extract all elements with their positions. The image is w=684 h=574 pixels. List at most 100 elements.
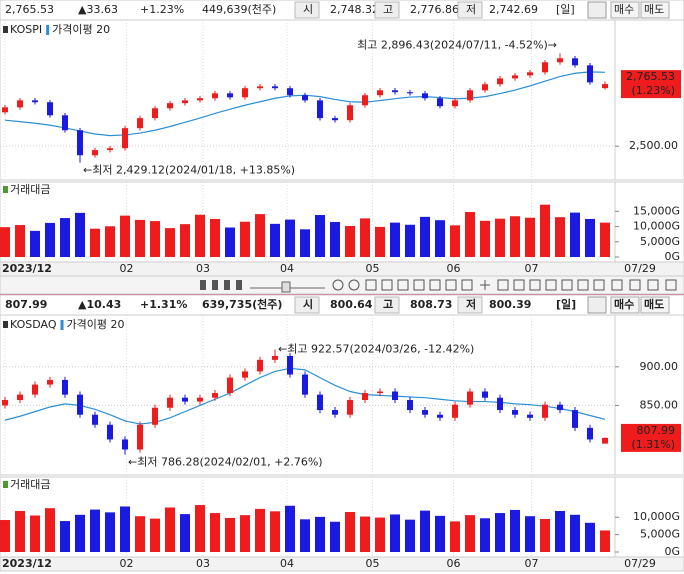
tool-icon[interactable] bbox=[461, 279, 473, 291]
x-tick-label: 07 bbox=[525, 557, 539, 570]
last-price-box bbox=[621, 423, 681, 452]
tool-icon[interactable] bbox=[429, 279, 441, 291]
tool-icon[interactable] bbox=[381, 279, 393, 291]
candle-body bbox=[2, 107, 8, 113]
header-low: 800.39 bbox=[489, 298, 531, 311]
volume-title: 거래대금 bbox=[10, 183, 50, 196]
candle-body bbox=[302, 374, 308, 395]
x-tick-label: 2023/12 bbox=[2, 262, 52, 275]
label-box bbox=[374, 296, 400, 314]
min-annotation: ←최저 2,429.12(2024/01/18, +13.85%) bbox=[83, 164, 295, 177]
candle-body bbox=[137, 118, 143, 129]
candle-body bbox=[62, 115, 68, 131]
volume-bar bbox=[450, 225, 460, 257]
zoom-in[interactable] bbox=[348, 279, 360, 291]
header-sell[interactable]: 매도 bbox=[644, 3, 664, 16]
tool-icon[interactable] bbox=[513, 279, 525, 291]
volume-bar bbox=[135, 516, 145, 552]
volume-bar bbox=[420, 510, 430, 552]
candle-body bbox=[542, 404, 548, 418]
volume-bar bbox=[360, 218, 370, 257]
header-rate: +1.23% bbox=[140, 3, 184, 16]
candle-body bbox=[77, 130, 83, 156]
candle-body bbox=[17, 100, 23, 108]
volume-bar bbox=[420, 216, 430, 257]
button[interactable] bbox=[610, 1, 640, 19]
settings-button[interactable] bbox=[587, 1, 607, 19]
volume-bar bbox=[495, 218, 505, 257]
candle-body bbox=[317, 394, 323, 411]
volume-tick-label: 10,000G bbox=[633, 220, 680, 233]
tool-icon[interactable] bbox=[529, 279, 541, 291]
button[interactable] bbox=[640, 1, 670, 19]
candle-body bbox=[392, 391, 398, 401]
volume-bar bbox=[195, 505, 205, 552]
tool-icon[interactable] bbox=[561, 279, 573, 291]
candle-body bbox=[152, 108, 158, 119]
candle-body bbox=[512, 75, 518, 79]
last-price-box bbox=[621, 70, 681, 99]
candle-body bbox=[422, 93, 428, 99]
last-date: 07/29 bbox=[624, 557, 656, 570]
candle-body bbox=[527, 414, 533, 418]
volume-bar bbox=[180, 514, 190, 552]
candle-body bbox=[602, 84, 608, 89]
candle-body bbox=[362, 393, 368, 401]
header-period: [일] bbox=[556, 2, 575, 16]
tool-icon[interactable] bbox=[236, 280, 242, 290]
volume-bar bbox=[585, 522, 595, 552]
volume-bar bbox=[435, 220, 445, 257]
tool-icon[interactable] bbox=[445, 279, 457, 291]
zoom-out[interactable] bbox=[332, 279, 344, 291]
header-sell[interactable]: 매도 bbox=[644, 297, 664, 311]
volume-bar bbox=[225, 227, 235, 257]
tool-icon[interactable] bbox=[593, 279, 605, 291]
tool-icon[interactable] bbox=[224, 280, 230, 290]
candle-body bbox=[452, 100, 458, 107]
last-rate: (1.23%) bbox=[631, 84, 675, 97]
y-tick-label: 2,500.00 bbox=[629, 139, 678, 152]
header-buy[interactable]: 매수 bbox=[614, 297, 634, 311]
candle-body bbox=[497, 397, 503, 411]
candle-body bbox=[62, 379, 68, 395]
tool-icon[interactable] bbox=[200, 280, 206, 290]
candle-body bbox=[182, 397, 188, 402]
settings-button[interactable] bbox=[587, 296, 607, 314]
volume-bar bbox=[465, 211, 475, 257]
button[interactable] bbox=[610, 296, 640, 314]
volume-bar bbox=[360, 516, 370, 552]
tool-icon[interactable] bbox=[413, 279, 425, 291]
label-box bbox=[457, 1, 483, 19]
volume-bar bbox=[105, 512, 115, 552]
candle-body bbox=[152, 407, 158, 425]
button[interactable] bbox=[640, 296, 670, 314]
max-annotation: ←최고 922.57(2024/03/26, -12.42%) bbox=[278, 342, 474, 355]
volume-tick-label: 0G bbox=[664, 545, 680, 558]
volume-bar bbox=[150, 518, 160, 552]
tool-icon[interactable] bbox=[497, 279, 509, 291]
tool-icon[interactable] bbox=[577, 279, 589, 291]
candle-body bbox=[407, 400, 413, 411]
scroll-thumb[interactable] bbox=[281, 281, 291, 293]
candle-body bbox=[332, 118, 338, 121]
volume-bar bbox=[210, 513, 220, 552]
header-buy[interactable]: 매수 bbox=[614, 3, 634, 16]
tool-icon[interactable] bbox=[545, 279, 557, 291]
candle-body bbox=[197, 397, 203, 402]
header-change: ▲33.63 bbox=[78, 3, 118, 16]
volume-bar bbox=[345, 512, 355, 552]
tool-icon[interactable] bbox=[365, 279, 377, 291]
candle-body bbox=[92, 414, 98, 425]
volume-bar bbox=[570, 212, 580, 257]
volume-bar bbox=[75, 514, 85, 552]
tool-icon[interactable] bbox=[665, 279, 677, 291]
candle-body bbox=[557, 58, 563, 63]
tool-icon[interactable] bbox=[212, 280, 218, 290]
tool-icon[interactable] bbox=[629, 279, 641, 291]
tool-icon[interactable] bbox=[397, 279, 409, 291]
tool-icon[interactable] bbox=[611, 279, 623, 291]
volume-bar bbox=[60, 218, 70, 257]
tool-icon[interactable] bbox=[647, 279, 659, 291]
header-volume: 639,735(천주) bbox=[202, 297, 282, 311]
candle-body bbox=[242, 88, 248, 98]
